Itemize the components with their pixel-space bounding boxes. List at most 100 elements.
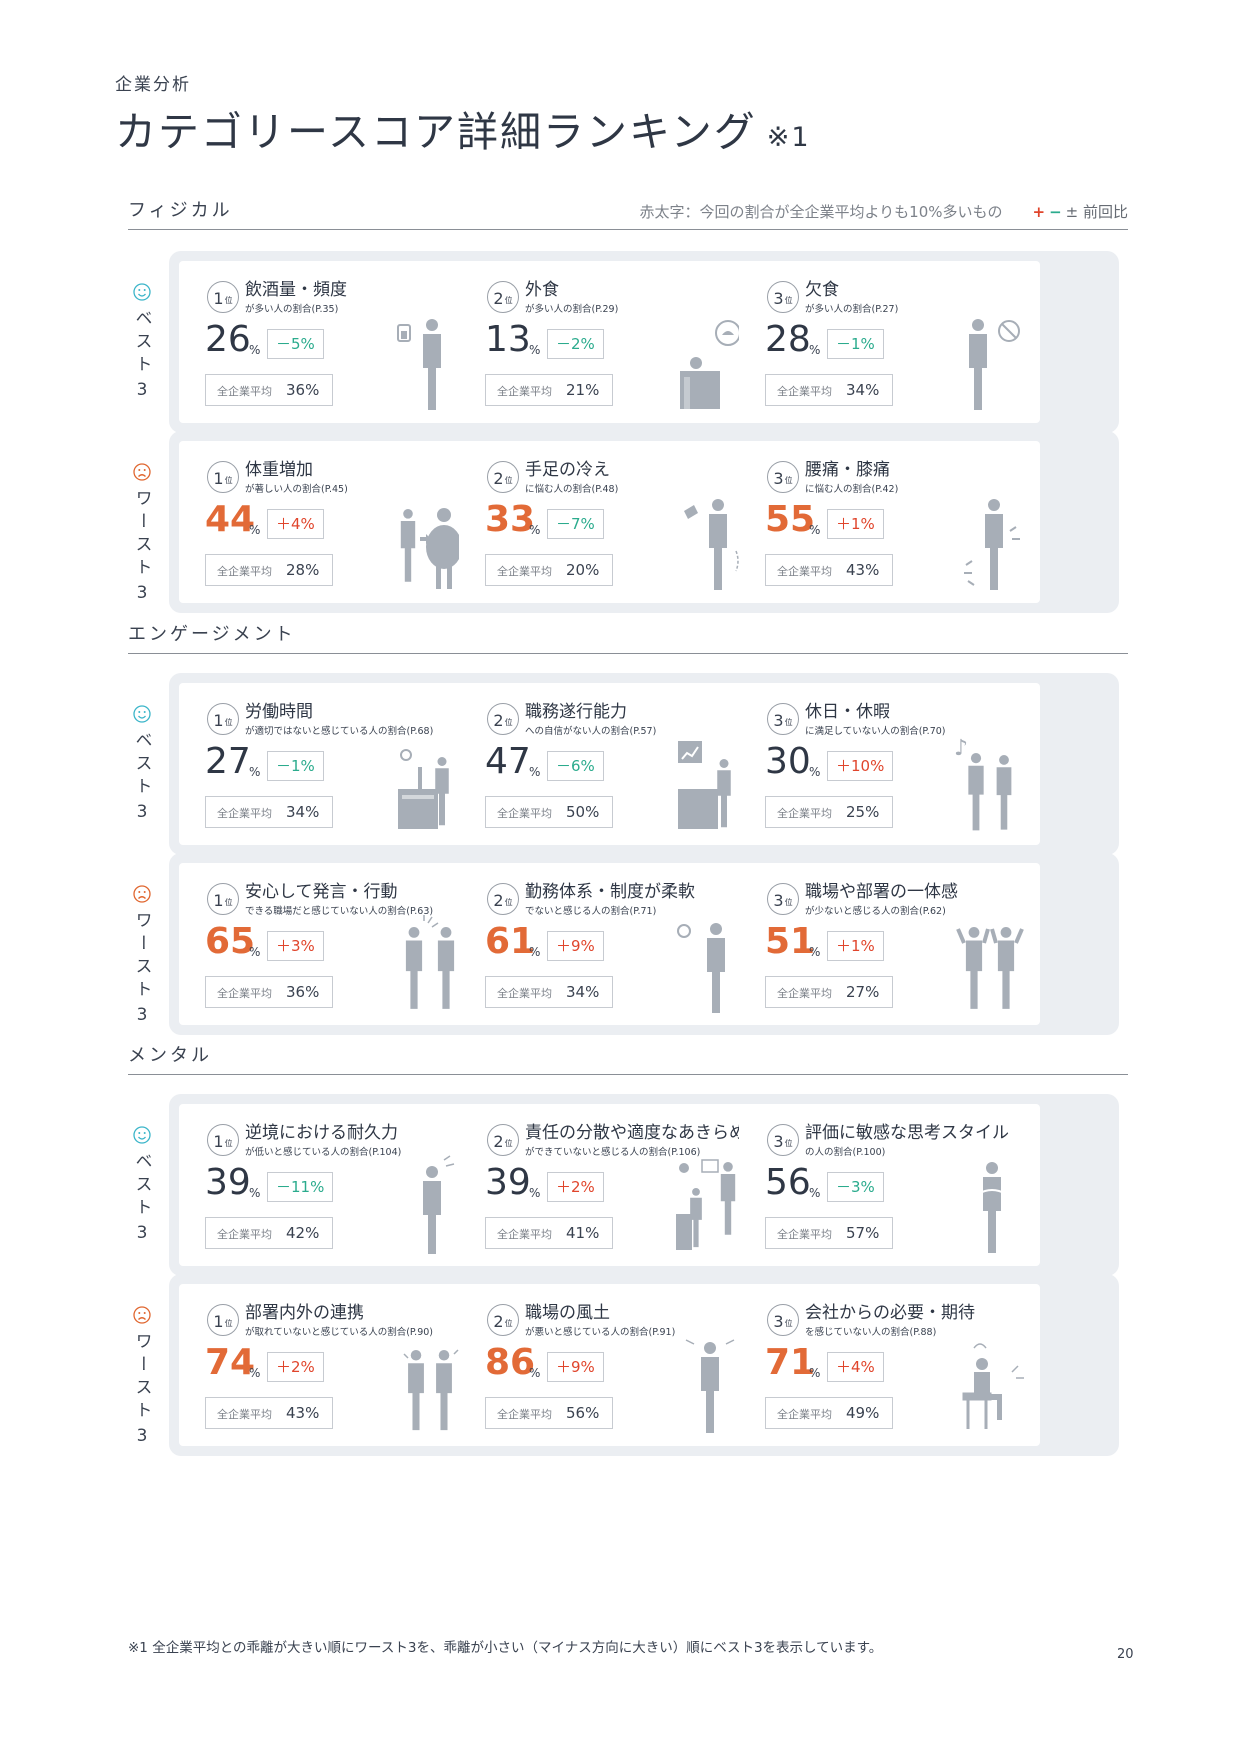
item-description: でないと感じる人の割合(P.71) [525, 906, 657, 917]
percent-sign: % [809, 1186, 821, 1200]
worst-label-number: 3 [136, 583, 148, 603]
rank-number: 1 [213, 1132, 224, 1151]
drinking-person-icon [397, 319, 441, 410]
score-value: 61 [485, 921, 536, 962]
section-title: エンゲージメント [128, 624, 296, 645]
ranking-card: 1 位安心して発言・行動 できる職場だと感じていない人の割合(P.63) 65% ＋3%… [179, 863, 480, 1025]
rank-unit: 位 [784, 476, 793, 485]
worst-label-number: 3 [136, 1426, 148, 1446]
ranking-card: 1 位部署内外の連携 が取れていないと感じている人の割合(P.90) 74% ＋2% 全企… [179, 1284, 480, 1446]
score-value: 55 [765, 499, 816, 540]
best-group: 1 位労働時間 が適切ではないと感じている人の割合(P.68) 27% －1% 全企業平均… [169, 673, 1119, 855]
item-description: できる職場だと感じていない人の割合(P.63) [245, 906, 434, 917]
item-description: を感じていない人の割合(P.88) [805, 1327, 937, 1338]
percent-sign: % [249, 1186, 261, 1200]
legend: 赤太字：今回の割合が全企業平均よりも10%多いもの + − ± 前回比 [639, 201, 1128, 222]
percent-sign: % [809, 523, 821, 537]
change-badge: －3% [827, 1172, 884, 1202]
average-label: 全企業平均 [497, 987, 552, 1000]
average-label: 全企業平均 [777, 987, 832, 1000]
average-box: 全企業平均 42% [205, 1217, 333, 1249]
average-box: 全企業平均 21% [485, 374, 613, 406]
section-header: フィジカル 赤太字：今回の割合が全企業平均よりも10%多いもの + − ± 前回比 [128, 196, 1128, 230]
ranking-card: 2 位手足の冷え に悩む人の割合(P.48) 33% －7% 全企業平均 20% [459, 441, 760, 603]
average-value: 57% [846, 1224, 880, 1242]
percent-sign: % [529, 765, 541, 779]
best-label-text: ベスト [131, 309, 152, 378]
item-description: の人の割合(P.100) [805, 1147, 886, 1158]
ranking-card: 2 位職場の風土 が悪いと感じている人の割合(P.91) 86% ＋9% 全企業平均 56% [459, 1284, 760, 1446]
score-value: 47 [485, 741, 531, 782]
percent-sign: % [249, 765, 261, 779]
average-box: 全企業平均 20% [485, 554, 613, 586]
score-value: 44 [205, 499, 256, 540]
clock-person-icon [677, 923, 725, 1013]
item-name: 職場の風土 [525, 1303, 610, 1323]
average-label: 全企業平均 [777, 1408, 832, 1421]
item-name: 職務遂行能力 [525, 702, 627, 722]
rank-unit: 位 [504, 718, 513, 727]
average-label: 全企業平均 [217, 987, 272, 1000]
ranking-card: 1 位飲酒量・頻度 が多い人の割合(P.35) 26% －5% 全企業平均 36% [179, 261, 480, 423]
percent-sign: % [249, 523, 261, 537]
average-box: 全企業平均 25% [765, 796, 893, 828]
average-box: 全企業平均 50% [485, 796, 613, 828]
item-name: 休日・休暇 [805, 702, 890, 722]
ranking-card: 3 位職場や部署の一体感 が少ないと感じる人の割合(P.62) 51% ＋1% 全企業平均… [739, 863, 1040, 1025]
percent-sign: % [529, 1186, 541, 1200]
average-label: 全企業平均 [777, 807, 832, 820]
average-value: 36% [286, 381, 320, 399]
rank-unit: 位 [784, 1319, 793, 1328]
seated-thinker-icon [962, 1343, 1024, 1429]
item-description: が多い人の割合(P.27) [805, 304, 899, 315]
rank-number: 1 [213, 1312, 224, 1331]
rank-number: 2 [493, 711, 504, 730]
percent-sign: % [249, 1366, 261, 1380]
percent-sign: % [809, 765, 821, 779]
item-name: 責任の分散や適度なあきらめ [525, 1123, 746, 1143]
legend-text: 赤太字：今回の割合が全企業平均よりも10%多いもの [639, 203, 1003, 221]
dining-out-icon [680, 320, 741, 409]
score-value: 26 [205, 319, 251, 360]
average-box: 全企業平均 34% [485, 976, 613, 1008]
rank-number: 2 [493, 289, 504, 308]
rank-number: 1 [213, 289, 224, 308]
score-value: 56 [765, 1162, 811, 1203]
average-label: 全企業平均 [497, 1408, 552, 1421]
rank-unit: 位 [504, 476, 513, 485]
rank-unit: 位 [504, 1319, 513, 1328]
item-description: ができていないと感じる人の割合(P.106) [525, 1147, 701, 1158]
average-value: 50% [566, 803, 600, 821]
legend-minus: − [1049, 203, 1062, 221]
average-value: 34% [846, 381, 880, 399]
average-value: 27% [846, 983, 880, 1001]
rank-number: 3 [773, 289, 784, 308]
worst-group: 1 位体重増加 が著しい人の割合(P.45) 44% ＋4% 全企業平均 28% 2 位手足の… [169, 431, 1119, 613]
rank-unit: 位 [224, 718, 233, 727]
item-name: 腰痛・膝痛 [805, 460, 890, 480]
average-label: 全企業平均 [497, 385, 552, 398]
item-description: が著しい人の割合(P.45) [245, 484, 348, 495]
rank-unit: 位 [504, 1139, 513, 1148]
rank-number: 2 [493, 1312, 504, 1331]
change-badge: ＋4% [827, 1352, 884, 1382]
average-value: 36% [286, 983, 320, 1001]
best-label-text: ベスト [131, 1152, 152, 1221]
percent-sign: % [249, 343, 261, 357]
rank-number: 3 [773, 891, 784, 910]
average-label: 全企業平均 [497, 807, 552, 820]
ranking-card: 2 位勤務体系・制度が柔軟 でないと感じる人の割合(P.71) 61% ＋9% 全企業平均… [459, 863, 760, 1025]
average-label: 全企業平均 [217, 1408, 272, 1421]
change-badge: ＋9% [547, 931, 604, 961]
best-3-label: ベスト 3 [128, 1126, 156, 1243]
average-box: 全企業平均 34% [765, 374, 893, 406]
average-value: 49% [846, 1404, 880, 1422]
stressed-person-icon [423, 1155, 455, 1254]
rank-number: 3 [773, 1132, 784, 1151]
weight-gain-icon [400, 508, 462, 589]
